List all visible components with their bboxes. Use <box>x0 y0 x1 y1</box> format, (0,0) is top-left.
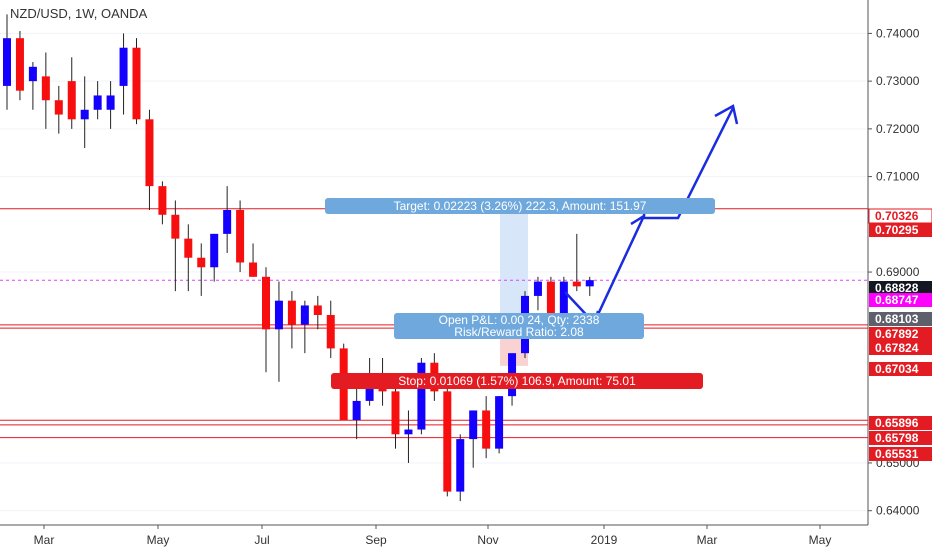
price-label: 0.65798 <box>875 431 919 445</box>
candle-body <box>456 439 465 492</box>
candle-body <box>495 396 504 449</box>
candle-body <box>274 300 283 330</box>
open-pnl-label-text: Open P&L: 0.00 24, Qty: 2338 <box>439 313 600 327</box>
price-label: 0.68103 <box>875 312 919 326</box>
x-tick-label: Nov <box>477 533 498 547</box>
candle-body <box>300 305 309 325</box>
candle-body <box>443 391 452 492</box>
price-label: 0.65531 <box>875 447 919 461</box>
price-label-box <box>869 416 932 430</box>
candle-body <box>236 210 245 263</box>
candle-body <box>184 238 193 258</box>
candle-body <box>585 280 594 287</box>
candle-body <box>559 281 568 325</box>
candle-body <box>158 186 167 215</box>
candle-body <box>80 109 89 120</box>
candle-body <box>132 47 141 120</box>
candle-body <box>417 362 426 430</box>
x-tick-label: May <box>147 533 170 547</box>
candle-body <box>352 400 361 420</box>
candle-body <box>249 262 258 277</box>
y-tick-label: 0.74000 <box>876 26 920 40</box>
x-tick-label: Mar <box>34 533 55 547</box>
price-label: 0.67824 <box>875 341 919 355</box>
candle-body <box>223 210 232 234</box>
x-tick-label: Sep <box>365 533 387 547</box>
candle-body <box>262 276 270 330</box>
candle-body <box>171 214 180 239</box>
y-tick-label: 0.71000 <box>876 170 920 184</box>
y-tick-label: 0.73000 <box>876 74 920 88</box>
candle-body <box>313 305 322 315</box>
candle-body <box>119 47 128 86</box>
candle-body <box>391 391 400 435</box>
candle-body <box>469 410 478 440</box>
candle-body <box>197 257 206 268</box>
x-tick-label: 2019 <box>591 533 618 547</box>
price-label: 0.70326 <box>875 209 919 223</box>
price-label-box <box>869 281 932 295</box>
candle-body <box>210 233 219 268</box>
y-tick-label: 0.64000 <box>876 504 920 518</box>
target-label-text: Target: 0.02223 (3.26%) 222.3, Amount: 1… <box>394 199 647 213</box>
price-label: 0.67034 <box>875 362 919 376</box>
price-label-box <box>869 293 932 307</box>
candle-body <box>533 281 542 296</box>
x-tick-label: Mar <box>697 533 718 547</box>
price-label-box <box>869 431 932 445</box>
candle-body <box>326 315 335 349</box>
price-label: 0.68828 <box>875 281 919 295</box>
price-label-box <box>869 447 932 461</box>
target-label-box <box>325 198 715 214</box>
candle-body <box>404 429 413 435</box>
open-pnl-label-text: Risk/Reward Ratio: 2.08 <box>454 325 584 339</box>
stop-label-text: Stop: 0.01069 (1.57%) 106.9, Amount: 75.… <box>398 374 636 388</box>
price-label: 0.68747 <box>875 293 919 307</box>
candle-body <box>67 81 76 120</box>
candle-body <box>3 38 11 86</box>
chart-title: NZD/USD, 1W, OANDA <box>10 6 148 21</box>
candle-body <box>15 38 24 91</box>
candle-body <box>28 66 37 82</box>
open-pnl-label-box <box>394 313 644 339</box>
candle-body <box>93 95 102 110</box>
arrow-head-top <box>714 104 739 125</box>
price-label-box <box>869 312 932 326</box>
price-label: 0.65896 <box>875 416 919 430</box>
candle-body <box>41 76 50 101</box>
candle-body <box>106 95 115 110</box>
stop-label-box <box>331 373 703 389</box>
candle-body <box>482 410 491 449</box>
price-label-box <box>869 362 932 376</box>
x-tick-label: Jul <box>254 533 269 547</box>
candle-body <box>572 281 581 287</box>
x-tick-label: May <box>809 533 832 547</box>
y-tick-label: 0.72000 <box>876 122 920 136</box>
candle-body <box>287 300 296 325</box>
price-label-box <box>869 327 932 341</box>
price-label-box <box>869 223 932 237</box>
candle-body <box>54 100 63 115</box>
candle-body <box>145 119 154 187</box>
price-label-box <box>869 341 932 355</box>
candle-body <box>546 281 555 325</box>
price-label: 0.67892 <box>875 327 919 341</box>
price-label: 0.70295 <box>875 223 919 237</box>
y-tick-label: 0.69000 <box>876 265 920 279</box>
